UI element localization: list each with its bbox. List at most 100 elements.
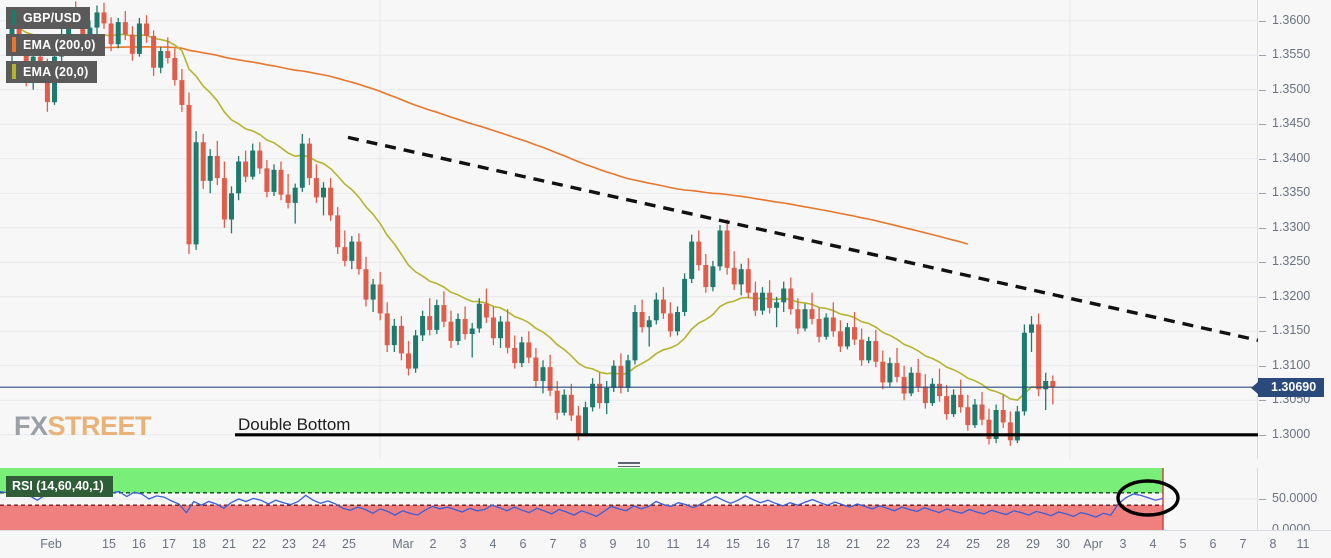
candle-body <box>660 299 666 314</box>
ema20-line <box>11 25 1053 401</box>
candle-body <box>505 321 511 348</box>
rsi-oversold-band <box>0 505 1163 530</box>
candle-body <box>597 383 603 404</box>
legend-ema200-label: EMA (200,0) <box>23 37 96 52</box>
time-axis-label: 4 <box>489 537 497 551</box>
time-axis-label: 24 <box>312 537 326 551</box>
candle-body <box>299 143 305 188</box>
candle-body <box>1014 411 1020 441</box>
candle-body <box>993 410 999 439</box>
legend-ema200[interactable]: EMA (200,0) <box>6 34 105 56</box>
candle-body <box>986 419 992 439</box>
candle-body <box>632 312 638 361</box>
candle-body <box>108 23 114 45</box>
candle-body <box>207 156 213 181</box>
candle-body <box>115 22 121 45</box>
handle-line <box>618 465 640 467</box>
price-axis-label: 1.3400 <box>1272 150 1311 165</box>
candle-body <box>625 360 631 388</box>
price-plot[interactable] <box>0 0 1258 459</box>
price-axis-tick <box>1259 434 1266 436</box>
candle-body <box>1043 381 1049 390</box>
candle-body <box>540 367 546 381</box>
candle-body <box>568 394 574 416</box>
candle-body <box>547 367 553 391</box>
ema200-color-swatch <box>12 37 16 52</box>
candle-body <box>533 357 539 381</box>
price-axis-tick <box>1259 365 1266 367</box>
candle-body <box>887 363 893 383</box>
double-bottom-annotation: Double Bottom <box>238 415 351 434</box>
price-axis-tick <box>1259 262 1266 264</box>
candle-body <box>257 150 263 169</box>
time-axis-label: Mar <box>392 537 414 551</box>
candle-body <box>1050 381 1056 388</box>
candle-body <box>321 187 326 198</box>
time-axis-label: 9 <box>609 537 617 551</box>
watermark-fx: FX <box>14 411 48 441</box>
candle-body <box>243 161 249 177</box>
price-axis-label: 1.3500 <box>1272 81 1311 96</box>
price-axis-tick <box>1259 331 1266 333</box>
time-axis[interactable]: Feb 15 16 17 18 21 22 23 24 25 Mar 2 3 4 6 7 8 9 10 11 14 15 1… <box>0 530 1331 558</box>
time-axis-label: Apr <box>1083 537 1103 551</box>
candle-body <box>377 284 383 314</box>
symbol-color-swatch <box>12 10 16 25</box>
time-axis-label: 11 <box>666 537 680 551</box>
candle-body <box>363 269 369 300</box>
price-axis-label: 1.3300 <box>1272 219 1311 234</box>
price-axis-tick <box>1259 55 1266 57</box>
candle-body <box>441 305 447 322</box>
rsi-plot[interactable] <box>0 468 1258 530</box>
candle-body <box>214 156 220 179</box>
candle-body <box>767 292 773 308</box>
candle-body <box>611 365 617 388</box>
legend-rsi[interactable]: RSI (14,60,40,1) <box>6 476 113 497</box>
time-axis-label: 15 <box>102 537 116 551</box>
candle-body <box>122 22 128 35</box>
candle-body <box>292 187 298 203</box>
candle-body <box>1036 324 1042 390</box>
time-axis-label: 30 <box>1056 537 1070 551</box>
candle-body <box>667 313 673 332</box>
candle-body <box>965 407 971 426</box>
candle-body <box>618 365 624 388</box>
time-axis-label: 21 <box>222 537 236 551</box>
candle-body <box>512 347 518 364</box>
candle-body <box>901 376 907 394</box>
price-axis-tick <box>1259 296 1266 298</box>
rsi-axis-tick <box>1259 499 1266 500</box>
legend-rsi-label: RSI (14,60,40,1) <box>12 479 104 493</box>
current-price-badge[interactable]: 1.30690 <box>1250 377 1325 397</box>
candle-body <box>328 187 334 216</box>
legend-ema20[interactable]: EMA (20,0) <box>6 61 98 83</box>
candle-body <box>760 292 765 311</box>
price-axis-tick <box>1259 124 1266 126</box>
candle-body <box>370 284 376 300</box>
candle-body <box>151 35 157 68</box>
candle-body <box>830 317 836 332</box>
candle-body <box>420 316 426 336</box>
time-axis-label: 7 <box>1239 537 1247 551</box>
price-axis-tick <box>1259 227 1266 229</box>
price-axis[interactable]: 1.3600 1.3550 1.3500 1.3450 1.3400 1.3350 1.33… <box>1250 0 1331 536</box>
price-axis-label: 1.3450 <box>1272 116 1311 131</box>
candle-body <box>498 321 503 339</box>
candle-body <box>724 230 730 268</box>
legend-symbol[interactable]: GBP/USD <box>6 7 91 29</box>
candle-body <box>264 168 270 192</box>
price-axis-tick <box>1259 193 1266 195</box>
price-axis-tick <box>1259 20 1266 22</box>
candle-body <box>158 51 164 68</box>
candle-body <box>646 320 652 328</box>
candle-body <box>639 312 645 328</box>
rsi-indicator-panel[interactable] <box>0 468 1258 530</box>
candle-body <box>972 404 978 426</box>
candlestick-series <box>9 1 1056 446</box>
price-axis-label: 1.3000 <box>1272 426 1311 441</box>
candle-body <box>575 415 581 434</box>
price-chart-panel[interactable] <box>0 0 1258 459</box>
candle-body <box>745 269 751 293</box>
time-axis-label: 17 <box>162 537 176 551</box>
candle-body <box>802 309 808 329</box>
